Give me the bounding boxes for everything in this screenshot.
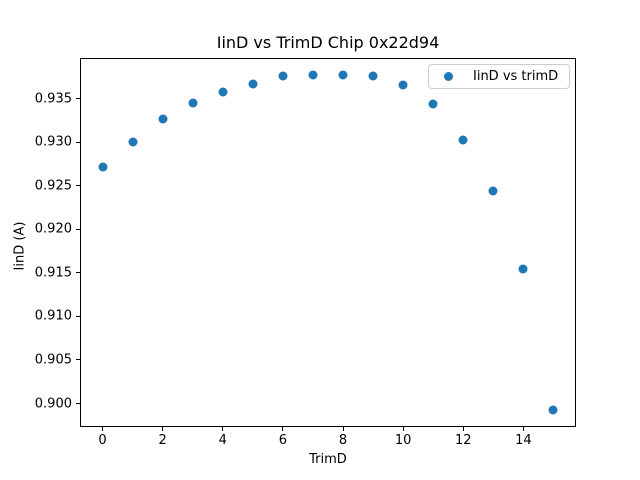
x-tick-mark bbox=[462, 427, 464, 431]
data-point bbox=[368, 71, 378, 81]
y-tick-mark bbox=[76, 141, 80, 143]
y-tick-label: 0.900 bbox=[34, 396, 72, 411]
plot-area bbox=[80, 58, 576, 427]
x-tick-label: 0 bbox=[98, 433, 107, 448]
legend-label: IinD vs trimD bbox=[473, 69, 559, 84]
y-tick-label: 0.905 bbox=[34, 352, 72, 368]
data-point bbox=[488, 186, 498, 196]
legend-marker-icon bbox=[444, 72, 453, 81]
data-point bbox=[308, 70, 318, 80]
x-tick-label: 8 bbox=[338, 433, 348, 448]
y-tick-mark bbox=[76, 185, 80, 187]
legend: IinD vs trimD bbox=[428, 64, 570, 89]
data-point bbox=[458, 135, 468, 145]
y-tick-label: 0.925 bbox=[34, 178, 72, 194]
y-tick-label: 0.915 bbox=[34, 265, 72, 281]
x-tick-mark bbox=[162, 427, 164, 431]
y-tick-mark bbox=[76, 272, 80, 274]
x-tick-mark bbox=[402, 427, 404, 431]
data-point bbox=[218, 87, 228, 97]
data-point bbox=[188, 98, 198, 108]
data-point bbox=[98, 162, 108, 172]
x-tick-label: 6 bbox=[278, 433, 288, 448]
x-tick-mark bbox=[102, 427, 104, 431]
y-tick-label: 0.910 bbox=[34, 308, 72, 324]
y-tick-label: 0.935 bbox=[34, 91, 72, 107]
y-tick-label: 0.920 bbox=[34, 221, 72, 237]
x-axis-label: TrimD bbox=[309, 452, 347, 467]
y-tick-label: 0.930 bbox=[34, 134, 72, 150]
chart-title: IinD vs TrimD Chip 0x22d94 bbox=[216, 33, 440, 52]
data-point bbox=[128, 137, 138, 147]
y-tick-mark bbox=[76, 228, 80, 230]
x-tick-label: 14 bbox=[515, 433, 532, 448]
y-tick-mark bbox=[76, 403, 80, 404]
data-point bbox=[158, 114, 168, 124]
x-tick-label: 2 bbox=[158, 433, 167, 448]
x-tick-mark bbox=[342, 427, 344, 431]
data-point bbox=[518, 264, 528, 274]
data-point bbox=[548, 405, 558, 415]
x-tick-label: 10 bbox=[394, 433, 412, 448]
y-tick-mark bbox=[76, 359, 80, 361]
x-tick-mark bbox=[522, 427, 524, 431]
data-point bbox=[428, 99, 438, 109]
data-point bbox=[278, 71, 288, 81]
data-point bbox=[398, 80, 408, 90]
x-tick-label: 12 bbox=[454, 433, 472, 448]
x-tick-mark bbox=[222, 427, 224, 431]
data-point bbox=[248, 79, 258, 89]
y-tick-mark bbox=[76, 315, 80, 317]
x-tick-mark bbox=[282, 427, 284, 431]
data-point bbox=[338, 70, 348, 80]
y-tick-mark bbox=[76, 98, 80, 100]
x-tick-label: 4 bbox=[218, 433, 227, 448]
